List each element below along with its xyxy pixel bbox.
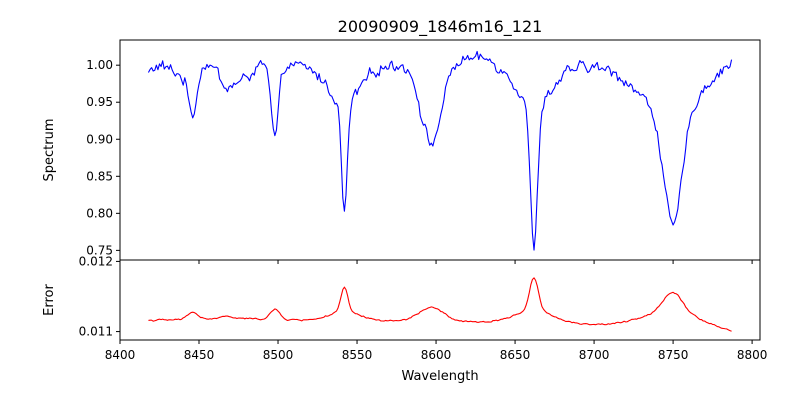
error-y-axis-label: Error xyxy=(42,284,57,316)
error-x-axis-ticks: 8400 8450 8500 8550 8600 8650 8700 8750 8800 xyxy=(105,340,768,362)
spectrum-line-layer xyxy=(147,50,733,251)
spectrum-y-axis-ticks: 0.75 0.80 0.85 0.90 0.95 1.00 xyxy=(86,58,120,257)
spectrum-series-line xyxy=(147,50,733,251)
spectrum-y-tick-label: 0.85 xyxy=(86,169,113,183)
error-x-axis-label: Wavelength xyxy=(401,369,478,384)
error-x-tick-label: 8800 xyxy=(737,348,768,362)
spectrum-y-axis-label: Spectrum xyxy=(42,119,57,182)
spectrum-y-tick-label: 0.80 xyxy=(86,206,113,220)
spectrum-y-tick-label: 0.95 xyxy=(86,95,113,109)
error-y-tick-label: 0.012 xyxy=(79,254,113,268)
error-x-tick-label: 8450 xyxy=(184,348,215,362)
error-x-tick-label: 8750 xyxy=(658,348,689,362)
error-series-line xyxy=(148,277,732,332)
spectrum-y-tick-label: 0.90 xyxy=(86,132,113,146)
error-y-axis-ticks: 0.011 0.012 xyxy=(79,254,120,339)
error-plot-frame xyxy=(119,259,761,341)
error-x-tick-label: 8700 xyxy=(579,348,610,362)
error-y-tick-label: 0.011 xyxy=(79,325,113,339)
spectrum-y-tick-label: 0.75 xyxy=(86,243,113,257)
error-x-tick-label: 8500 xyxy=(263,348,294,362)
error-x-tick-label: 8550 xyxy=(342,348,373,362)
error-x-tick-label: 8650 xyxy=(500,348,531,362)
error-x-tick-label: 8600 xyxy=(421,348,452,362)
chart-title: 20090909_1846m16_121 xyxy=(338,17,543,37)
error-line-layer xyxy=(148,277,732,332)
error-x-tick-label: 8400 xyxy=(105,348,136,362)
spectrum-y-tick-label: 1.00 xyxy=(86,58,113,72)
